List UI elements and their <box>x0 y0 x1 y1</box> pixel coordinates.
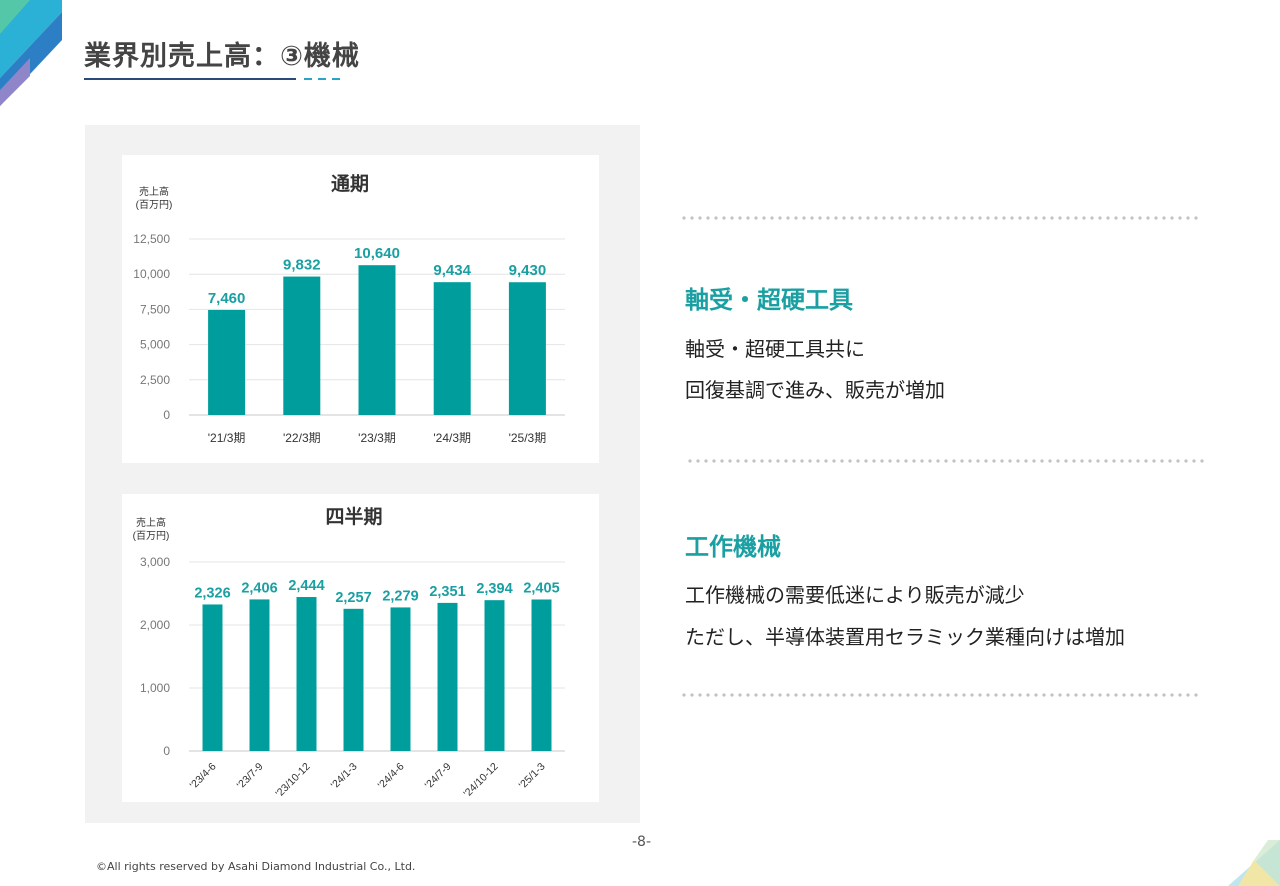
section-title-bearings: 軸受・超硬工具 <box>685 286 853 314</box>
x-tick-label: '25/1-3 <box>517 761 548 792</box>
y-tick-label: 5,000 <box>140 338 170 352</box>
data-label: 2,257 <box>335 590 371 606</box>
y-axis-label: 売上高 <box>139 185 169 198</box>
dotted-divider <box>680 216 1202 220</box>
bar <box>437 602 458 751</box>
copyright-notice: ©All rights reserved by Asahi Diamond In… <box>96 860 416 873</box>
data-label: 2,394 <box>476 581 512 597</box>
bar <box>390 607 411 751</box>
section-text-line: 工作機械の需要低迷により販売が減少 <box>685 583 1025 607</box>
data-label: 2,351 <box>429 584 465 600</box>
y-tick-label: 0 <box>163 408 170 422</box>
section-title-machine-tools: 工作機械 <box>685 533 781 561</box>
y-tick-label: 0 <box>163 744 170 758</box>
title-underline <box>84 78 296 80</box>
bar <box>249 599 270 751</box>
page-title: 業界別売上高：③機械 <box>84 41 360 72</box>
bar <box>283 276 321 415</box>
dotted-divider <box>680 693 1202 697</box>
bar <box>433 282 471 415</box>
data-label: 2,405 <box>523 580 559 596</box>
annual-chart-card: 通期売上高 (百万円) 0 2,500 5,000 7,500 10,000 12,500 7,… <box>122 155 599 463</box>
data-label: 9,430 <box>509 262 547 279</box>
x-tick-label: '23/4-6 <box>188 761 219 792</box>
x-tick-label: '24/7-9 <box>423 761 454 792</box>
data-label: 2,279 <box>382 588 418 604</box>
x-tick-label: '25/3期 <box>509 431 547 445</box>
x-tick-label: '24/10-12 <box>461 761 500 800</box>
data-label: 9,832 <box>283 257 321 274</box>
bar <box>508 282 546 415</box>
y-tick-label: 2,500 <box>140 373 170 387</box>
bar <box>202 604 223 751</box>
bar <box>208 309 246 415</box>
chart-title: 四半期 <box>325 505 382 528</box>
corner-logo-graphic <box>0 0 62 106</box>
section-text-line: 回復基調で進み、販売が増加 <box>685 378 945 402</box>
bar <box>484 600 505 751</box>
y-tick-label: 1,000 <box>140 681 170 695</box>
x-tick-label: '24/4-6 <box>376 761 407 792</box>
x-tick-label: '24/1-3 <box>329 761 360 792</box>
x-tick-label: '23/7-9 <box>235 761 266 792</box>
bar <box>531 599 552 751</box>
dotted-divider <box>686 459 1208 463</box>
page-number: -8- <box>632 834 652 850</box>
y-tick-label: 12,500 <box>133 232 170 246</box>
quarterly-sales-chart: 四半期 売上高(百万円) 0 1,000 2,000 3,000 2,326 '23/4-6 2… <box>133 505 565 800</box>
x-tick-label: '22/3期 <box>283 431 321 445</box>
bar <box>296 597 317 751</box>
corner-decoration-graphic <box>1228 840 1280 886</box>
chart-title: 通期 <box>331 173 369 195</box>
y-tick-label: 2,000 <box>140 618 170 632</box>
x-tick-label: '21/3期 <box>208 431 246 445</box>
data-label: 2,406 <box>241 580 277 596</box>
data-label: 9,434 <box>433 262 471 279</box>
y-tick-label: 7,500 <box>140 302 170 316</box>
section-text-line: ただし、半導体装置用セラミック業種向けは増加 <box>685 625 1125 649</box>
section-text-line: 軸受・超硬工具共に <box>685 337 865 361</box>
y-tick-label: 3,000 <box>140 555 170 569</box>
bar <box>358 265 396 415</box>
y-axis-label: (百万円) <box>136 199 173 211</box>
y-axis-label: 売上高 <box>136 516 166 529</box>
y-tick-label: 10,000 <box>133 267 170 281</box>
data-label: 2,326 <box>194 585 230 601</box>
bar <box>343 608 364 751</box>
title-dash-accent <box>304 78 344 80</box>
data-label: 7,460 <box>208 290 246 307</box>
x-tick-label: '24/3期 <box>433 431 471 445</box>
y-axis-label: (百万円) <box>133 530 170 542</box>
x-tick-label: '23/10-12 <box>273 761 312 800</box>
x-tick-label: '23/3期 <box>358 431 396 445</box>
quarterly-chart-card: 四半期 売上高 (百万円) 0 1,000 2,000 3,000 2,326 '23/4-6 2… <box>122 494 599 802</box>
data-label: 10,640 <box>354 245 400 262</box>
data-label: 2,444 <box>288 578 324 594</box>
